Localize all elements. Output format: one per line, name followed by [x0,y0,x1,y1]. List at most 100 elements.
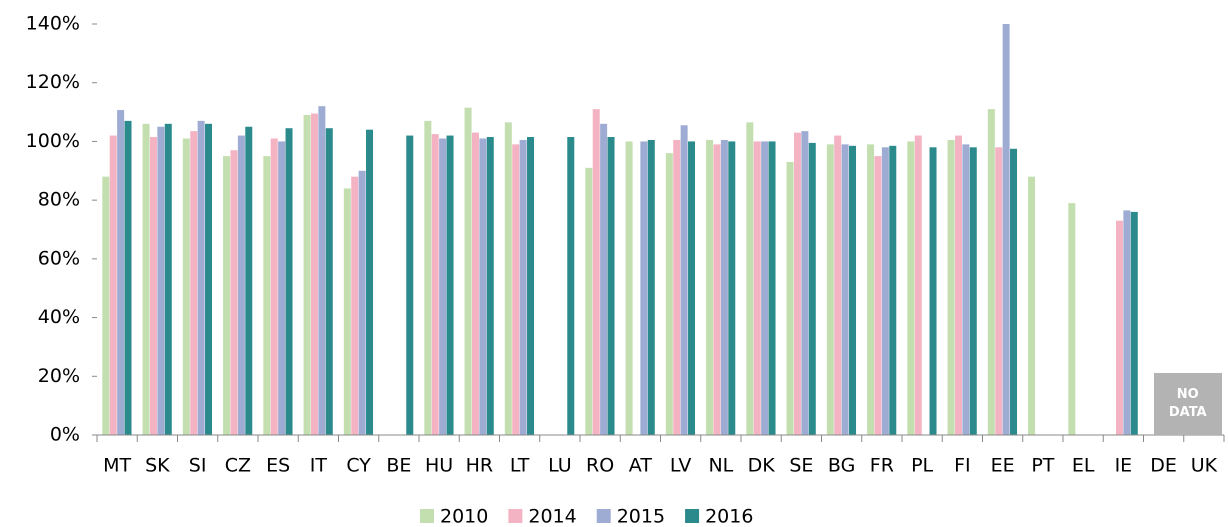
bar [793,132,801,435]
x-tick-label: UK [1191,455,1218,477]
bar [343,188,351,435]
bar [486,137,494,435]
bar [640,141,648,435]
bar [720,139,728,436]
x-tick-label: LT [510,455,530,477]
x-tick-label: LU [548,455,572,477]
legend-swatch [508,509,523,523]
bar [149,137,157,435]
bar [728,141,736,435]
bar [786,161,794,435]
bar [1010,148,1018,435]
bar [914,135,922,436]
legend-swatch [685,509,700,523]
bar [519,139,527,436]
bar [600,123,608,436]
bar [680,125,688,436]
x-tick-label: AT [629,455,653,477]
y-tick-label: 100% [26,130,80,152]
bar [801,131,809,435]
bar [706,139,714,436]
y-tick-label: 60% [38,247,80,269]
bar [366,129,374,435]
bar [424,120,432,435]
bar [753,141,761,435]
x-tick-label: DK [748,455,776,477]
bar [841,144,849,435]
bar [310,113,318,436]
bar [109,135,117,436]
bar [889,145,897,435]
bar [585,167,593,435]
bar [237,135,245,436]
bar [881,147,889,436]
bar [102,176,110,435]
bar [673,139,681,436]
bar [987,109,995,435]
bar [746,122,754,435]
y-tick-label: 40% [38,306,80,328]
bar [834,135,842,436]
y-tick-label: 140% [26,13,80,35]
bar [1068,203,1076,435]
bar [592,109,600,435]
bar [278,141,286,435]
bar [406,135,414,436]
bar [688,141,696,435]
bar [849,145,857,435]
bar [157,126,165,435]
bar [205,123,213,436]
bar [874,156,882,435]
legend-label: 2016 [705,506,753,527]
legend-label: 2015 [617,506,665,527]
x-tick-label: ES [266,455,290,477]
bar [607,137,615,435]
x-tick-label: CY [346,455,371,477]
bar [285,128,293,436]
bar [358,170,366,436]
bar [318,106,326,435]
bar [124,120,132,435]
bar [1002,24,1010,435]
bar [527,137,535,435]
x-tick-label: PT [1031,455,1054,477]
x-tick-label: CZ [225,455,251,477]
legend-label: 2010 [440,506,488,527]
bar [223,156,231,435]
x-tick-label: EL [1072,455,1095,477]
bar [625,141,633,435]
x-tick-label: SI [189,455,207,477]
legend-label: 2014 [528,506,576,527]
bar [270,138,278,435]
bar [1130,211,1138,435]
bar [190,131,198,435]
x-tick-label: IE [1115,455,1133,477]
bar [142,123,150,436]
x-tick-label: FI [954,455,971,477]
x-tick-label: HR [466,455,494,477]
y-tick-label: 20% [38,365,80,387]
bar [325,128,333,436]
bar [768,141,776,435]
bar [1123,210,1131,435]
no-data-box: NO DATA [1153,373,1222,436]
bar [907,141,915,435]
legend-swatch [420,509,434,523]
x-tick-label: MT [103,455,131,477]
bar [567,137,575,435]
bar [826,144,834,435]
x-tick-label: RO [586,455,614,477]
bar [182,138,190,435]
bar [117,110,125,436]
x-tick-label: NL [708,455,733,477]
bar [230,150,238,435]
bar [504,122,512,435]
bar [665,153,673,435]
bar [197,120,205,435]
bar [954,135,962,436]
bar [1028,176,1036,435]
bar [867,144,875,435]
bar [808,142,816,435]
